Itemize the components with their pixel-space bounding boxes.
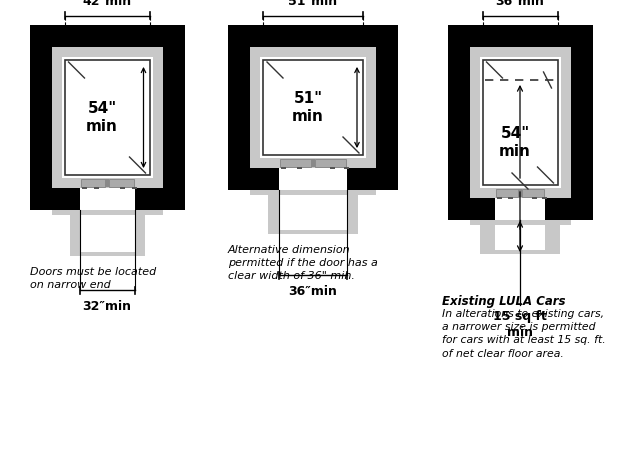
Bar bbox=[268, 230, 358, 234]
Bar bbox=[545, 220, 560, 250]
Text: 54"
min: 54" min bbox=[86, 101, 118, 134]
Bar bbox=[94, 187, 99, 189]
Bar bbox=[64, 60, 149, 175]
Bar bbox=[495, 220, 545, 250]
Bar bbox=[479, 57, 561, 188]
Bar bbox=[51, 47, 162, 188]
Bar bbox=[281, 167, 286, 169]
Bar bbox=[105, 179, 109, 187]
Bar bbox=[79, 188, 134, 212]
Bar bbox=[29, 25, 184, 210]
Bar bbox=[296, 167, 301, 169]
Bar bbox=[469, 220, 571, 225]
Bar bbox=[250, 158, 376, 168]
Bar bbox=[344, 167, 349, 169]
Bar bbox=[542, 197, 547, 199]
Text: Doors must be located
on narrow end: Doors must be located on narrow end bbox=[29, 267, 156, 290]
Bar bbox=[51, 178, 162, 188]
Text: In alterations to existing cars,
a narrower size is permitted
for cars with at l: In alterations to existing cars, a narro… bbox=[442, 309, 606, 359]
Bar bbox=[508, 197, 513, 199]
Text: Existing LULA Cars: Existing LULA Cars bbox=[442, 295, 566, 308]
Bar bbox=[228, 25, 398, 190]
Bar bbox=[61, 57, 152, 178]
Bar bbox=[448, 25, 592, 220]
Text: Alternative dimension
permitted if the door has a
clear width of 36" min.: Alternative dimension permitted if the d… bbox=[228, 245, 378, 281]
Bar bbox=[250, 190, 376, 195]
Bar bbox=[260, 57, 366, 158]
Text: 36″min: 36″min bbox=[496, 0, 544, 8]
Bar bbox=[311, 159, 315, 167]
Bar bbox=[81, 187, 86, 189]
Bar bbox=[268, 190, 279, 230]
Bar bbox=[496, 189, 518, 197]
Bar bbox=[69, 252, 144, 256]
Bar bbox=[480, 220, 495, 250]
Bar bbox=[518, 189, 522, 197]
Bar bbox=[81, 179, 105, 187]
Bar bbox=[280, 159, 311, 167]
Bar bbox=[532, 197, 537, 199]
Bar bbox=[495, 198, 545, 222]
Bar bbox=[79, 210, 134, 252]
Bar bbox=[69, 210, 79, 252]
Bar bbox=[279, 190, 347, 230]
Bar bbox=[250, 47, 376, 168]
Bar bbox=[497, 197, 502, 199]
Bar bbox=[347, 190, 358, 230]
Bar bbox=[263, 60, 363, 155]
Bar bbox=[109, 179, 134, 187]
Bar bbox=[480, 250, 560, 254]
Text: 51″min: 51″min bbox=[289, 0, 338, 8]
Bar bbox=[120, 187, 125, 189]
Text: 32″min: 32″min bbox=[82, 300, 131, 313]
Bar bbox=[522, 189, 544, 197]
Bar bbox=[51, 210, 162, 215]
Bar bbox=[482, 60, 558, 185]
Text: 15 sq ft
min: 15 sq ft min bbox=[493, 310, 547, 339]
Text: 51"
min: 51" min bbox=[292, 91, 324, 124]
Bar bbox=[131, 187, 136, 189]
Bar bbox=[315, 159, 346, 167]
Bar bbox=[279, 168, 347, 192]
Text: 42″min: 42″min bbox=[82, 0, 132, 8]
Bar bbox=[134, 210, 144, 252]
Text: 36″min: 36″min bbox=[289, 285, 338, 298]
Bar bbox=[329, 167, 334, 169]
Bar bbox=[469, 188, 571, 198]
Text: 54"
min: 54" min bbox=[499, 126, 531, 159]
Bar bbox=[469, 47, 571, 198]
